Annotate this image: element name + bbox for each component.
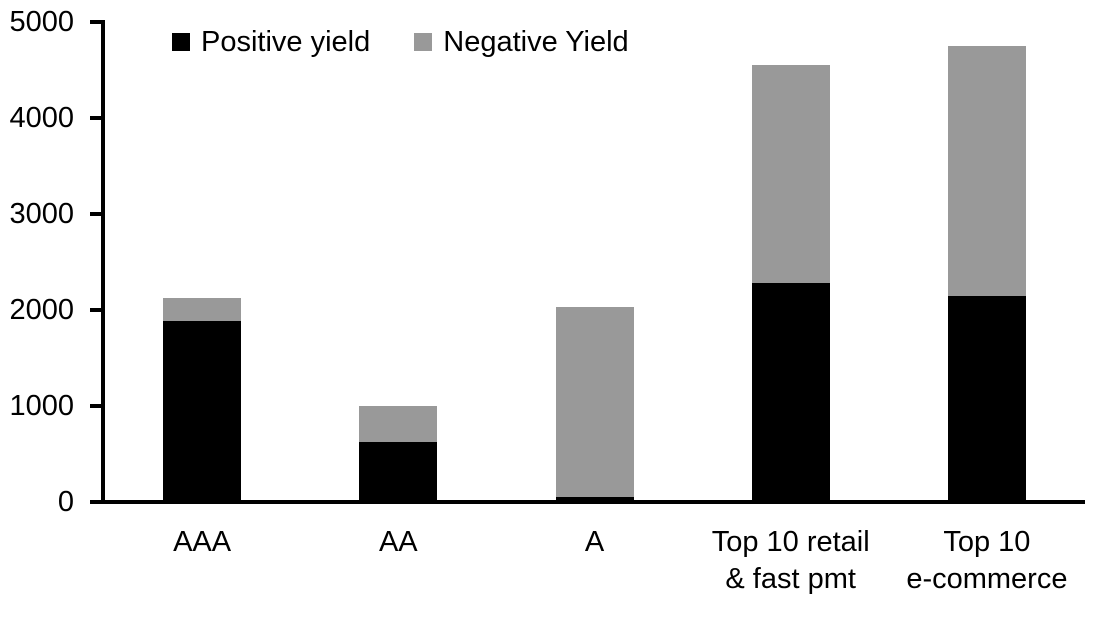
legend: Positive yield Negative Yield (172, 26, 629, 58)
y-tick-mark (90, 20, 105, 24)
y-tick-mark (90, 500, 105, 504)
x-axis-label-line: AA (378, 526, 418, 558)
y-tick-mark (90, 212, 105, 216)
y-tick-label: 0 (57, 486, 74, 518)
x-axis-label-line: Top 10 (943, 526, 1031, 558)
y-axis-line (101, 20, 105, 504)
x-axis-label-line: & fast pmt (725, 563, 856, 595)
bar-top-10-retail-fast-pmt (751, 65, 830, 502)
legend-swatch-positive-yield-icon (172, 33, 190, 51)
x-axis-label-line: Top 10 retail (711, 526, 870, 558)
bar-segment-negative-yield (163, 298, 242, 321)
x-axis-label: Top 10 e-commerce (867, 524, 1102, 598)
plot-area (104, 22, 1085, 502)
legend-item-negative-yield: Negative Yield (414, 26, 629, 58)
bar-segment-positive-yield (359, 442, 438, 502)
legend-label-positive-yield: Positive yield (201, 26, 371, 58)
bar-segment-positive-yield (555, 497, 634, 502)
y-tick-label: 3000 (9, 198, 74, 230)
bar-segment-negative-yield (555, 307, 634, 498)
x-axis-label-line: A (584, 526, 605, 558)
bar-segment-positive-yield (751, 283, 830, 502)
bar-aaa (163, 298, 242, 502)
x-axis-label-line: e-commerce (906, 563, 1068, 595)
bar-segment-positive-yield (163, 320, 242, 502)
x-axis-label: A (475, 524, 715, 561)
y-tick-mark (90, 116, 105, 120)
y-tick-label: 4000 (9, 102, 74, 134)
y-tick-mark (90, 404, 105, 408)
y-tick-label: 1000 (9, 390, 74, 422)
y-tick-mark (90, 308, 105, 312)
y-tick-label: 5000 (9, 6, 74, 38)
bar-segment-negative-yield (947, 46, 1026, 296)
x-axis-label: AAA (82, 524, 322, 561)
legend-item-positive-yield: Positive yield (172, 26, 370, 58)
bar-a (555, 307, 634, 502)
x-axis-label-line: AAA (173, 526, 232, 558)
bar-top-10-e-commerce (947, 46, 1026, 502)
bar-segment-positive-yield (947, 295, 1026, 502)
x-axis-label: Top 10 retail & fast pmt (671, 524, 911, 598)
bar-segment-negative-yield (751, 65, 830, 284)
legend-swatch-negative-yield-icon (414, 33, 433, 51)
bar-segment-negative-yield (359, 406, 438, 443)
y-tick-label: 2000 (9, 294, 74, 326)
bar-aa (359, 406, 438, 502)
x-axis-label: AA (278, 524, 518, 561)
x-axis-line (101, 500, 1085, 504)
legend-label-negative-yield: Negative Yield (443, 26, 629, 58)
